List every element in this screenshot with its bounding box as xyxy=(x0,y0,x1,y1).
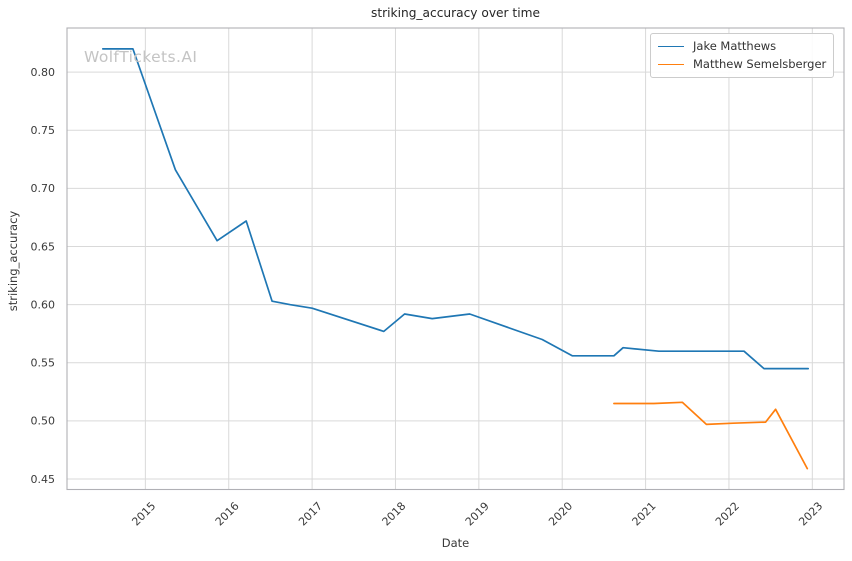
gridlines xyxy=(67,28,844,490)
x-tick-label: 2017 xyxy=(296,500,325,529)
x-tick-label: 2016 xyxy=(213,500,242,529)
x-tick-labels: 2015 2016 2017 2018 2019 2020 2021 2022 2023 xyxy=(129,500,825,529)
y-axis-label: striking_accuracy xyxy=(6,210,20,312)
legend-label: Jake Matthews xyxy=(693,39,777,53)
x-tick-label: 2020 xyxy=(546,500,575,529)
legend-label: Matthew Semelsberger xyxy=(693,57,827,71)
x-tick-label: 2022 xyxy=(713,500,742,529)
y-tick-label: 0.45 xyxy=(31,473,56,486)
x-axis-label: Date xyxy=(441,536,470,550)
legend-line-swatch xyxy=(658,45,684,47)
plot-border xyxy=(66,27,845,491)
y-tick-label: 0.60 xyxy=(31,298,56,311)
y-tick-label: 0.70 xyxy=(31,182,56,195)
x-tick-label: 2021 xyxy=(630,500,659,529)
watermark: WolfTickets.AI xyxy=(84,48,198,66)
legend: Jake Matthews Matthew Semelsberger xyxy=(650,33,834,78)
y-tick-label: 0.55 xyxy=(31,357,56,370)
x-tick-label: 2015 xyxy=(129,500,158,529)
x-tick-label: 2019 xyxy=(463,500,492,529)
y-tick-labels: 0.45 0.50 0.55 0.60 0.65 0.70 0.75 0.80 xyxy=(31,66,56,486)
series-lines xyxy=(101,48,810,470)
legend-entry-matthew-semelsberger: Matthew Semelsberger xyxy=(658,56,827,72)
legend-line-swatch xyxy=(658,63,684,65)
series-line-jake-matthews xyxy=(101,48,810,370)
legend-entry-jake-matthews: Jake Matthews xyxy=(658,38,824,54)
chart-title: striking_accuracy over time xyxy=(371,6,540,20)
y-tick-label: 0.50 xyxy=(31,415,56,428)
y-tick-label: 0.80 xyxy=(31,66,56,79)
y-tick-label: 0.65 xyxy=(31,240,56,253)
series-line-matthew-semelsberger xyxy=(613,401,809,470)
x-tick-label: 2023 xyxy=(796,500,825,529)
x-tick-label: 2018 xyxy=(380,500,409,529)
y-tick-label: 0.75 xyxy=(31,124,56,137)
